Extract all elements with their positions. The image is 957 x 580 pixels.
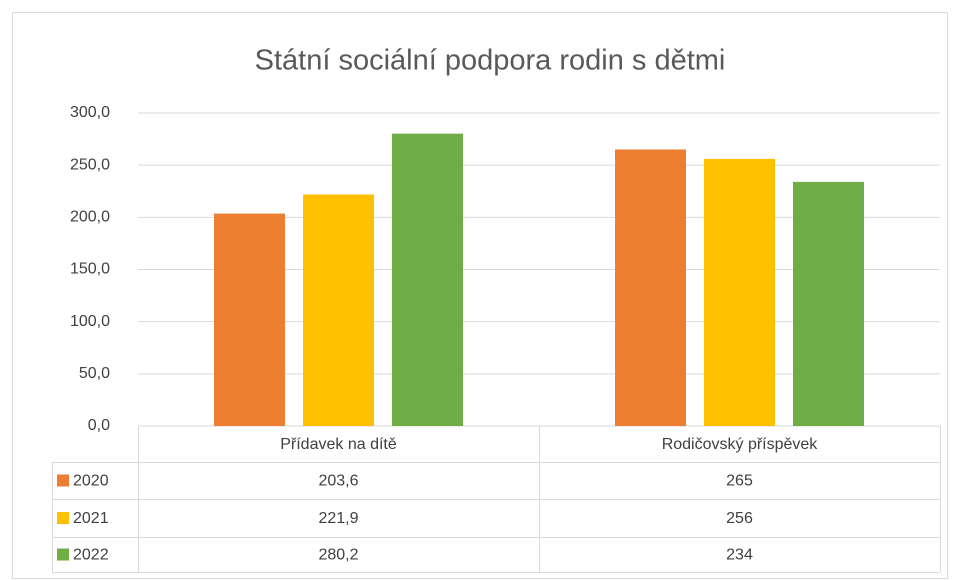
bar <box>392 133 463 426</box>
y-tick-label: 100,0 <box>70 313 110 330</box>
y-tick-label: 150,0 <box>70 261 110 278</box>
legend-label: 2022 <box>73 547 109 564</box>
legend-label: 2020 <box>73 473 109 490</box>
table-cell: 280,2 <box>318 547 358 564</box>
bar <box>615 149 686 426</box>
legend-label: 2021 <box>73 510 109 527</box>
table-cell: 265 <box>726 473 753 490</box>
table-cell: 203,6 <box>318 473 358 490</box>
bar <box>793 181 864 426</box>
y-tick-label: 250,0 <box>70 156 110 173</box>
chart-border <box>12 12 948 579</box>
table-cell: 234 <box>726 547 753 564</box>
y-tick-label: 300,0 <box>70 104 110 121</box>
x-tick-label: Přídavek na dítě <box>280 436 397 453</box>
legend-swatch <box>57 548 69 561</box>
chart-title: Státní sociální podpora rodin s dětmi <box>255 45 726 77</box>
legend-swatch <box>57 474 69 487</box>
y-tick-label: 50,0 <box>79 365 110 382</box>
table-cell: 256 <box>726 510 753 527</box>
y-tick-label: 200,0 <box>70 209 110 226</box>
table-cell: 221,9 <box>318 510 358 527</box>
bar <box>303 194 374 426</box>
x-tick-label: Rodičovský příspěvek <box>662 436 819 453</box>
bar <box>214 213 285 426</box>
bar <box>704 158 775 426</box>
legend-swatch <box>57 512 69 524</box>
y-tick-label: 0,0 <box>88 417 110 434</box>
